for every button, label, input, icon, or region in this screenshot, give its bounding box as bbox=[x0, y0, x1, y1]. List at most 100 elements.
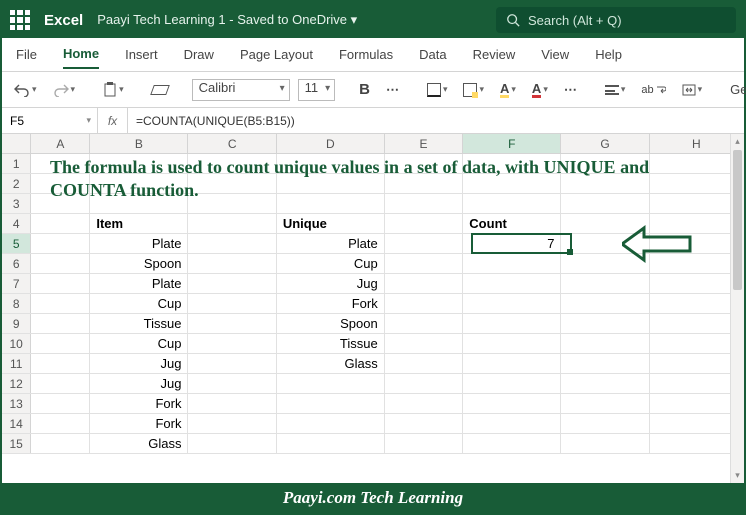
wrap-text-button[interactable]: ab bbox=[637, 82, 669, 98]
cell[interactable] bbox=[31, 254, 90, 273]
cell[interactable]: Cup bbox=[277, 254, 385, 273]
cell[interactable] bbox=[188, 374, 276, 393]
row-header[interactable]: 4 bbox=[2, 214, 31, 233]
cell[interactable] bbox=[188, 434, 276, 453]
row-header[interactable]: 1 bbox=[2, 154, 31, 173]
cell[interactable] bbox=[188, 274, 276, 293]
cell[interactable] bbox=[31, 274, 90, 293]
cell[interactable] bbox=[463, 374, 561, 393]
bold-button[interactable]: B bbox=[355, 79, 374, 100]
cell[interactable]: Plate bbox=[90, 234, 188, 253]
column-header[interactable]: D bbox=[277, 134, 385, 153]
tab-insert[interactable]: Insert bbox=[125, 41, 158, 68]
cell[interactable]: Plate bbox=[90, 274, 188, 293]
cell[interactable] bbox=[561, 394, 649, 413]
cell[interactable]: Plate bbox=[277, 234, 385, 253]
cell[interactable] bbox=[561, 414, 649, 433]
cell[interactable]: Jug bbox=[90, 374, 188, 393]
cell[interactable]: Glass bbox=[277, 354, 385, 373]
tab-page-layout[interactable]: Page Layout bbox=[240, 41, 313, 68]
cell[interactable] bbox=[31, 394, 90, 413]
cell[interactable] bbox=[277, 394, 385, 413]
tab-help[interactable]: Help bbox=[595, 41, 622, 68]
cell[interactable] bbox=[463, 434, 561, 453]
cell[interactable]: Count bbox=[463, 214, 561, 233]
column-header[interactable]: G bbox=[561, 134, 649, 153]
cell[interactable] bbox=[385, 214, 464, 233]
formula-input[interactable]: =COUNTA(UNIQUE(B5:B15)) bbox=[128, 114, 744, 128]
cell[interactable]: Cup bbox=[90, 294, 188, 313]
more-font-button[interactable]: ⋯ bbox=[382, 80, 403, 100]
cell[interactable] bbox=[277, 374, 385, 393]
cell[interactable] bbox=[31, 354, 90, 373]
row-header[interactable]: 2 bbox=[2, 174, 31, 193]
cell[interactable] bbox=[463, 414, 561, 433]
cell[interactable] bbox=[188, 314, 276, 333]
cell[interactable] bbox=[188, 294, 276, 313]
search-box[interactable]: Search (Alt + Q) bbox=[496, 7, 736, 33]
column-header[interactable]: F bbox=[463, 134, 561, 153]
cell[interactable]: Item bbox=[90, 214, 188, 233]
borders-button[interactable]: ▾ bbox=[423, 81, 452, 99]
cell[interactable] bbox=[188, 354, 276, 373]
tab-formulas[interactable]: Formulas bbox=[339, 41, 393, 68]
cell[interactable]: Fork bbox=[90, 414, 188, 433]
row-header[interactable]: 6 bbox=[2, 254, 31, 273]
fx-label[interactable]: fx bbox=[98, 108, 128, 133]
row-header[interactable]: 11 bbox=[2, 354, 31, 373]
cell[interactable] bbox=[188, 394, 276, 413]
number-format-button[interactable]: Ge bbox=[726, 80, 746, 99]
row-header[interactable]: 13 bbox=[2, 394, 31, 413]
cell[interactable] bbox=[561, 374, 649, 393]
cell[interactable] bbox=[463, 394, 561, 413]
select-all-corner[interactable] bbox=[2, 134, 31, 153]
name-box[interactable]: F5 bbox=[2, 108, 98, 133]
cell[interactable] bbox=[277, 434, 385, 453]
tab-draw[interactable]: Draw bbox=[184, 41, 214, 68]
cell[interactable] bbox=[31, 374, 90, 393]
cell[interactable] bbox=[31, 294, 90, 313]
cell[interactable] bbox=[463, 334, 561, 353]
cell[interactable]: Fork bbox=[277, 294, 385, 313]
cell[interactable] bbox=[188, 234, 276, 253]
cell[interactable]: Jug bbox=[277, 274, 385, 293]
cell[interactable] bbox=[385, 414, 464, 433]
cell[interactable]: Tissue bbox=[277, 334, 385, 353]
column-header[interactable]: C bbox=[188, 134, 276, 153]
cell[interactable] bbox=[561, 434, 649, 453]
document-title[interactable]: Paayi Tech Learning 1 - Saved to OneDriv… bbox=[97, 12, 357, 28]
cell[interactable] bbox=[385, 234, 464, 253]
cell[interactable] bbox=[385, 314, 464, 333]
cell[interactable] bbox=[463, 294, 561, 313]
cell[interactable] bbox=[385, 374, 464, 393]
cell[interactable]: Glass bbox=[90, 434, 188, 453]
scrollbar-thumb[interactable] bbox=[733, 150, 742, 290]
cell[interactable] bbox=[188, 214, 276, 233]
cell[interactable] bbox=[385, 394, 464, 413]
cell[interactable] bbox=[561, 294, 649, 313]
scroll-up-icon[interactable]: ▴ bbox=[731, 136, 744, 147]
cell[interactable] bbox=[31, 314, 90, 333]
format-painter-button[interactable] bbox=[148, 81, 172, 99]
cell[interactable] bbox=[31, 334, 90, 353]
cell[interactable] bbox=[385, 434, 464, 453]
tab-data[interactable]: Data bbox=[419, 41, 446, 68]
cell[interactable]: Spoon bbox=[277, 314, 385, 333]
tab-file[interactable]: File bbox=[16, 41, 37, 68]
paste-button[interactable]: ▾ bbox=[99, 80, 128, 100]
align-button[interactable]: ▾ bbox=[601, 82, 630, 97]
column-header[interactable]: E bbox=[385, 134, 464, 153]
cell[interactable] bbox=[385, 354, 464, 373]
cell[interactable]: Spoon bbox=[90, 254, 188, 273]
cell[interactable]: Fork bbox=[90, 394, 188, 413]
cell[interactable] bbox=[385, 334, 464, 353]
cell[interactable]: Jug bbox=[90, 354, 188, 373]
row-header[interactable]: 14 bbox=[2, 414, 31, 433]
column-header[interactable]: B bbox=[90, 134, 188, 153]
cell[interactable] bbox=[385, 274, 464, 293]
fill-color-button[interactable]: ▾ bbox=[459, 81, 488, 99]
cell[interactable] bbox=[463, 354, 561, 373]
cell[interactable] bbox=[277, 414, 385, 433]
cell[interactable] bbox=[31, 234, 90, 253]
cell[interactable]: Cup bbox=[90, 334, 188, 353]
